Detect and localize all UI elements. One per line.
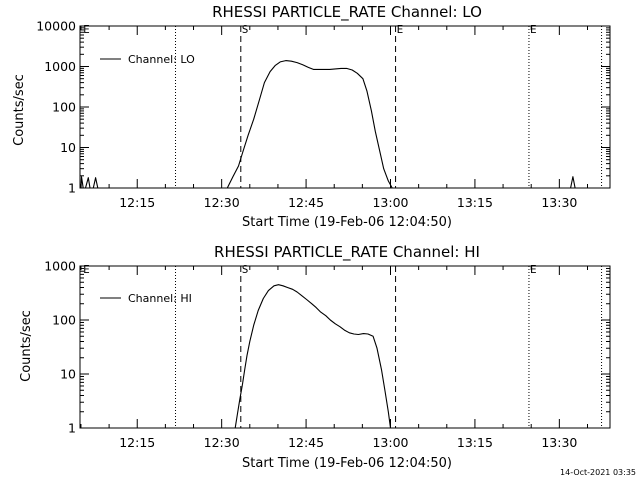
marker-label: E [83,23,90,36]
series-line [80,176,99,189]
plot-frame [79,265,611,429]
x-tick-label: 12:45 [288,195,324,210]
series-line [234,284,392,429]
x-tick-label: 12:30 [204,195,240,210]
series-line [226,60,395,189]
y-axis-label: Counts/sec [19,310,34,382]
legend: Channel: HI [100,292,192,305]
x-tick-label: 12:45 [288,435,324,450]
x-tick-label: 13:00 [372,195,408,210]
marker-label: S [242,263,249,276]
x-axis-label: Start Time (19-Feb-06 12:04:50) [242,456,452,471]
marker-label: E [397,23,404,36]
hi-channel-panel: RHESSI PARTICLE_RATE Channel: HI Counts/… [19,243,611,471]
y-tick-label: 1000 [44,59,76,74]
series-line [570,176,576,189]
legend-label: Channel: HI [128,292,192,305]
x-tick-label: 12:30 [204,435,240,450]
marker-label: S [242,23,249,36]
x-axis-label: Start Time (19-Feb-06 12:04:50) [242,215,452,230]
x-tick-label: 13:30 [541,435,577,450]
y-tick-label: 100 [52,313,76,328]
y-tick-label: 1 [68,421,76,436]
plot-frame [79,25,611,189]
y-tick-label: 10 [60,140,76,155]
x-tick-label: 13:00 [372,435,408,450]
timestamp: 14-Oct-2021 03:35 [560,468,636,477]
legend-label: Channel: LO [128,53,195,66]
marker-label: E [530,23,537,36]
marker-label: E [83,263,90,276]
y-tick-label: 10000 [36,19,76,34]
x-tick-label: 13:15 [457,435,493,450]
x-tick-label: 12:15 [119,435,155,450]
y-tick-label: 100 [52,100,76,115]
lo-channel-panel: RHESSI PARTICLE_RATE Channel: LO Counts/… [12,3,611,230]
x-tick-label: 13:15 [457,195,493,210]
x-tick-label: 13:30 [541,195,577,210]
legend: Channel: LO [100,53,195,66]
y-tick-label: 1000 [44,259,76,274]
x-tick-label: 12:15 [119,195,155,210]
y-tick-label: 1 [68,181,76,196]
chart-title: RHESSI PARTICLE_RATE Channel: HI [214,243,480,262]
chart-title: RHESSI PARTICLE_RATE Channel: LO [212,3,482,22]
y-tick-label: 10 [60,367,76,382]
marker-label: E [530,263,537,276]
y-axis-label: Counts/sec [12,74,27,146]
